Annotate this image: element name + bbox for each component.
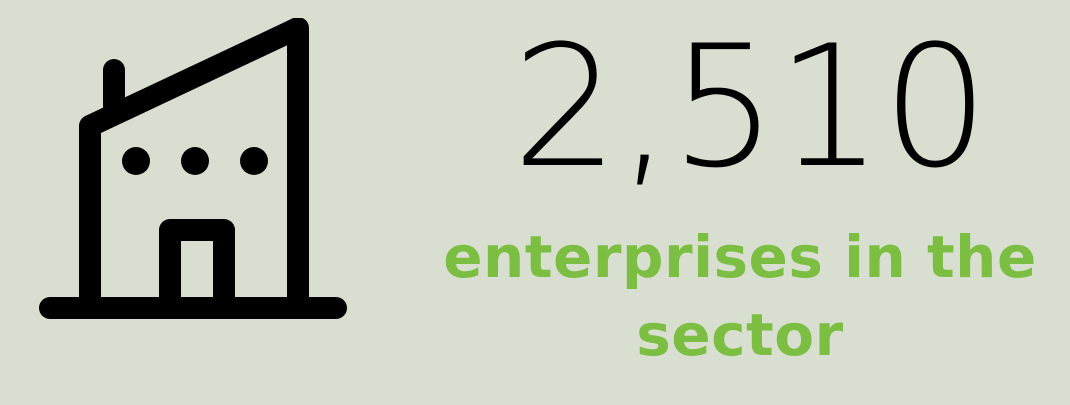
stat-value: 2,510 — [512, 9, 989, 205]
stat-caption: enterprises in the sector — [443, 223, 1037, 369]
building-icon — [39, 18, 347, 319]
